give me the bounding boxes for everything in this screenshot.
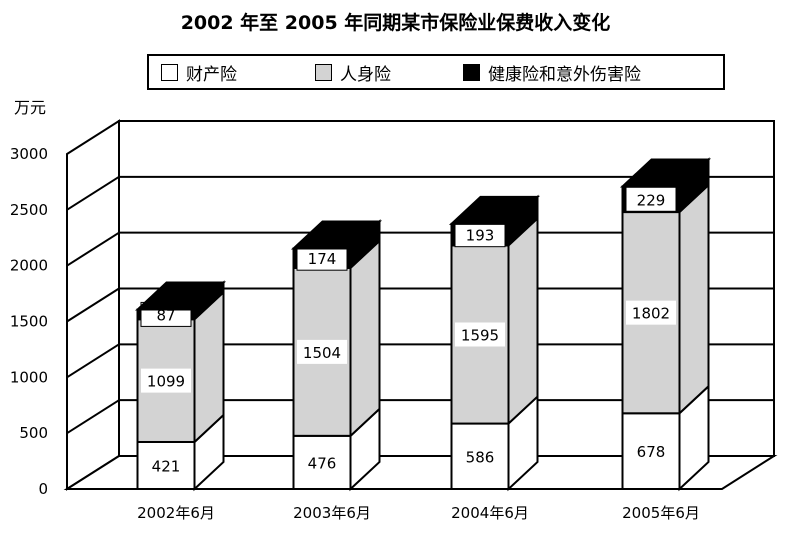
legend-item-health: 健康险和意外伤害险 xyxy=(463,60,641,85)
data-label-box xyxy=(297,450,347,475)
legend-item-property: 财产险 xyxy=(161,60,237,85)
bar-top xyxy=(290,220,383,250)
y-tick-label: 1000 xyxy=(10,368,48,386)
bar-side xyxy=(349,238,381,439)
data-label: 87 xyxy=(156,306,175,324)
bar-side xyxy=(678,182,710,416)
data-label: 229 xyxy=(637,191,666,209)
data-label-box xyxy=(455,322,505,347)
gridline-side xyxy=(66,343,120,379)
data-label: 1595 xyxy=(461,327,499,345)
data-label: 1802 xyxy=(632,305,670,323)
legend-swatch-life xyxy=(315,63,332,81)
y-tick-label: 500 xyxy=(19,424,48,442)
bar-top xyxy=(134,281,227,311)
y-tick-label: 0 xyxy=(38,480,48,498)
data-label: 193 xyxy=(466,227,495,245)
gridline-side xyxy=(66,287,120,323)
bar-top xyxy=(619,158,712,188)
legend-swatch-health xyxy=(463,63,480,81)
gridline-side xyxy=(66,399,120,435)
bar-side xyxy=(507,216,539,426)
x-tick-label: 2004年6月 xyxy=(451,504,529,522)
y-tick-label: 2500 xyxy=(10,201,48,219)
data-label: 678 xyxy=(637,443,666,461)
data-label-box xyxy=(296,245,348,271)
data-label-box xyxy=(626,300,676,325)
legend-swatch-property xyxy=(161,63,178,81)
legend-label-health: 健康险和意外伤害险 xyxy=(488,64,641,85)
data-label: 586 xyxy=(466,448,495,466)
data-label-box xyxy=(454,222,506,248)
legend-label-property: 财产险 xyxy=(186,64,237,85)
y-tick-label: 1500 xyxy=(10,313,48,331)
legend-label-life: 人身险 xyxy=(340,64,391,85)
x-tick-label: 2003年6月 xyxy=(293,504,371,522)
x-tick-label: 2002年6月 xyxy=(137,504,215,522)
data-label-box xyxy=(455,444,505,469)
data-label: 476 xyxy=(308,454,337,472)
legend-item-life: 人身险 xyxy=(315,60,391,85)
chart-title: 2002 年至 2005 年同期某市保险业保费收入变化 xyxy=(180,12,611,34)
data-label-box xyxy=(297,339,347,364)
data-label-box xyxy=(141,368,191,393)
gridline-side xyxy=(66,175,120,211)
legend: 财产险 人身险 健康险和意外伤害险 xyxy=(147,54,725,90)
data-label-box xyxy=(141,453,191,478)
data-label: 1099 xyxy=(147,373,185,391)
x-tick-label: 2005年6月 xyxy=(622,504,700,522)
data-label: 1504 xyxy=(303,344,341,362)
data-label-box xyxy=(625,186,677,212)
y-axis-unit-label: 万元 xyxy=(14,98,47,117)
bar-top xyxy=(448,195,541,225)
gridline-side xyxy=(66,231,120,267)
data-label: 421 xyxy=(152,457,181,475)
y-tick-label: 3000 xyxy=(10,145,48,163)
data-label: 174 xyxy=(308,250,337,268)
data-label-box xyxy=(626,439,676,464)
y-tick-label: 2000 xyxy=(10,257,48,275)
